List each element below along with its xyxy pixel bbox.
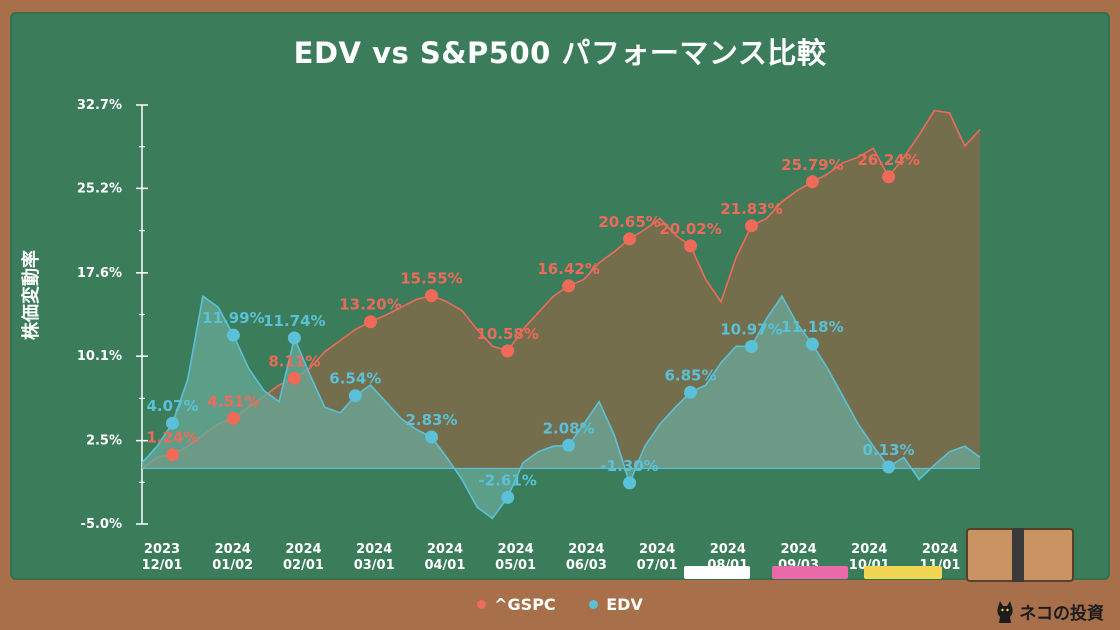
data-label-gspc: 13.20% — [339, 296, 401, 314]
x-tick-year: 2024 — [215, 542, 251, 557]
cat-icon — [997, 600, 1013, 623]
data-label-gspc: 20.65% — [598, 213, 660, 231]
x-tick-year: 2024 — [710, 542, 746, 557]
legend-item-edv[interactable]: EDV — [589, 595, 643, 614]
line-edv — [141, 294, 981, 520]
point-edv — [226, 328, 240, 342]
data-label-edv: 10.97% — [720, 321, 782, 339]
x-tick-date: 04/01 — [424, 558, 465, 573]
x-tick-year: 2024 — [356, 542, 392, 557]
point-gspc — [882, 170, 896, 184]
x-tick-year: 2023 — [144, 542, 180, 557]
area-edv — [142, 296, 980, 519]
data-label-gspc: 16.42% — [537, 260, 599, 278]
x-tick-year: 2024 — [427, 542, 463, 557]
legend-edv-label: EDV — [606, 595, 643, 614]
data-label-gspc: 15.55% — [400, 270, 462, 288]
y-tick-label: 10.1% — [77, 349, 122, 364]
point-edv — [165, 416, 179, 430]
data-label-edv: -1.30% — [600, 457, 658, 475]
data-label-gspc: 1.24% — [146, 429, 198, 447]
data-label-gspc: 20.02% — [659, 220, 721, 238]
point-edv — [744, 340, 758, 354]
x-tick-year: 2024 — [498, 542, 534, 557]
x-tick-date: 12/01 — [142, 558, 183, 573]
point-gspc — [165, 448, 179, 462]
x-tick-date: 07/01 — [637, 558, 678, 573]
eraser-icon — [966, 528, 1074, 582]
data-label-gspc: 21.83% — [720, 200, 782, 218]
point-edv — [882, 460, 896, 474]
chart-title: EDV vs S&P500 パフォーマンス比較 — [293, 36, 827, 70]
eraser-band — [1012, 528, 1024, 582]
point-gspc — [744, 219, 758, 233]
legend-gspc-label: ^GSPC — [494, 595, 556, 614]
y-tick-label: 25.2% — [77, 181, 122, 196]
point-gspc — [562, 279, 576, 293]
point-edv — [562, 438, 576, 452]
y-tick-label: -5.0% — [81, 517, 122, 532]
data-label-edv: 0.13% — [863, 441, 915, 459]
data-label-edv: 4.07% — [146, 397, 198, 415]
point-edv — [623, 476, 637, 490]
point-gspc — [805, 175, 819, 189]
data-label-gspc: 10.58% — [476, 325, 538, 343]
point-edv — [684, 385, 698, 399]
legend-item-gspc[interactable]: ^GSPC — [477, 595, 556, 614]
legend-edv-dot-icon — [589, 600, 599, 609]
data-label-edv: 2.83% — [405, 411, 457, 429]
x-tick-year: 2024 — [922, 542, 958, 557]
point-gspc — [287, 371, 301, 385]
x-tick-year: 2024 — [780, 542, 816, 557]
y-tick-label: 17.6% — [77, 266, 122, 281]
data-label-edv: 6.54% — [329, 370, 381, 388]
data-label-edv: 11.18% — [781, 318, 843, 336]
point-edv — [348, 389, 362, 403]
data-label-gspc: 4.51% — [207, 392, 259, 410]
x-tick-year: 2024 — [851, 542, 887, 557]
chalk-pink — [772, 566, 848, 579]
x-tick-year: 2024 — [568, 542, 604, 557]
data-label-gspc: 25.79% — [781, 156, 843, 174]
data-label-edv: 2.08% — [543, 419, 595, 437]
legend: ^GSPC EDV — [0, 594, 1120, 614]
y-tick-label: 32.7% — [77, 98, 122, 113]
point-edv — [805, 337, 819, 351]
y-tick-label: 2.5% — [86, 434, 122, 449]
point-gspc — [623, 232, 637, 246]
point-gspc — [684, 239, 698, 253]
point-gspc — [364, 315, 378, 329]
chalk-yellow — [864, 566, 942, 579]
point-edv — [287, 331, 301, 345]
line-gspc — [141, 109, 981, 470]
x-tick-date: 06/03 — [566, 558, 607, 573]
point-edv — [424, 430, 438, 444]
data-label-edv: 11.74% — [263, 312, 325, 330]
brand-logo: ネコの投資 — [995, 599, 1104, 624]
x-tick-date: 05/01 — [495, 558, 536, 573]
data-label-gspc: 8.11% — [268, 352, 320, 370]
x-tick-date: 03/01 — [354, 558, 395, 573]
x-tick-date: 02/01 — [283, 558, 324, 573]
point-gspc — [226, 411, 240, 425]
brand-text: ネコの投資 — [1019, 604, 1104, 624]
point-gspc — [424, 289, 438, 303]
data-label-edv: 6.85% — [664, 366, 716, 384]
x-tick-year: 2024 — [285, 542, 321, 557]
data-label-gspc: 26.24% — [857, 151, 919, 169]
x-tick-year: 2024 — [639, 542, 675, 557]
legend-gspc-dot-icon — [477, 600, 487, 609]
point-edv — [501, 490, 515, 504]
point-gspc — [501, 344, 515, 358]
chalk-white — [684, 566, 750, 579]
data-label-edv: 11.99% — [202, 309, 264, 327]
x-tick-date: 01/02 — [212, 558, 253, 573]
data-label-edv: -2.61% — [479, 471, 537, 489]
